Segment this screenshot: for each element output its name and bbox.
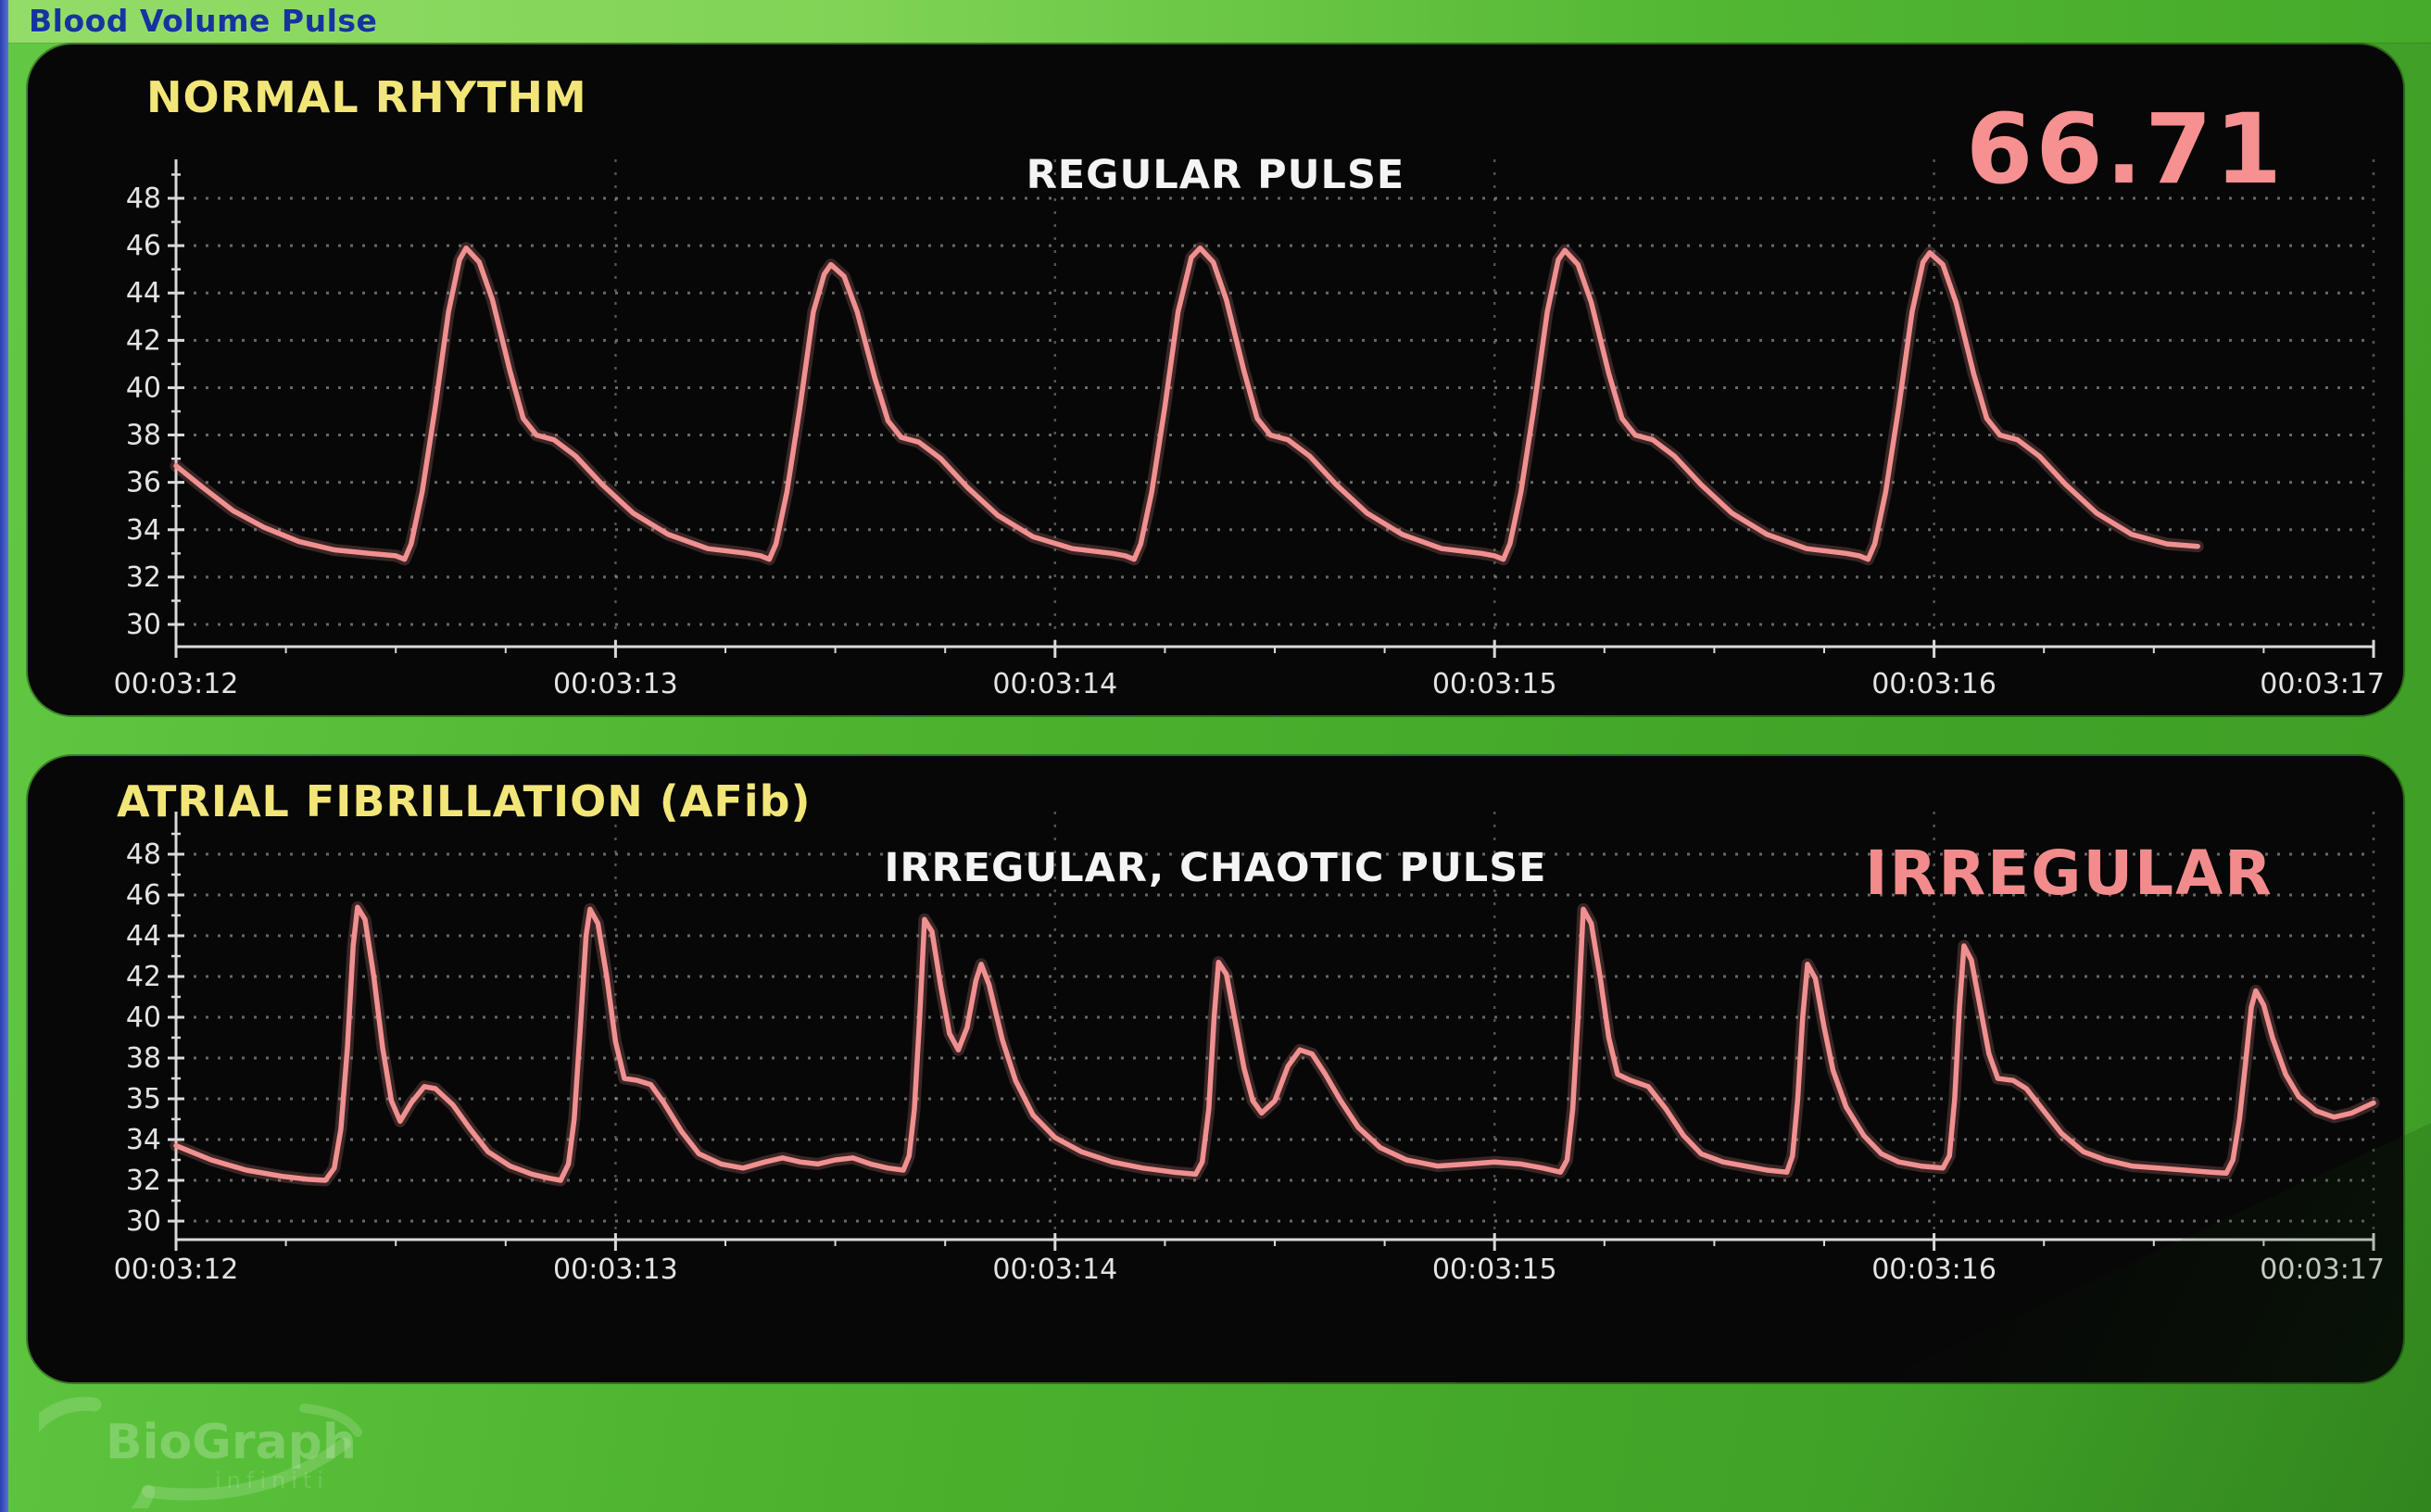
annotation-regular-pulse: REGULAR PULSE	[1026, 152, 1405, 198]
panel-normal-rhythm: 48 46 44 42 40 38 36 34 32 30 00:03:12 00:03:13 00:0…	[28, 44, 2403, 715]
x-tick-label: 00:03:17	[2260, 1254, 2385, 1286]
irregular-status-label: IRREGULAR	[1864, 838, 2274, 909]
y-tick-label: 42	[126, 961, 161, 993]
y-tick-label: 42	[126, 324, 161, 357]
y-tick-label: 35	[126, 1083, 161, 1115]
y-tick-label: 34	[126, 514, 161, 547]
waveform-glow	[170, 242, 2204, 566]
y-tick-label: 34	[126, 1124, 161, 1156]
x-tick-label: 00:03:16	[1871, 668, 1996, 700]
x-tick-label: 00:03:12	[114, 1254, 239, 1286]
x-tick-label: 00:03:14	[992, 668, 1117, 700]
y-tick-label: 48	[126, 183, 161, 215]
x-tick-label: 00:03:15	[1432, 1254, 1557, 1286]
logo-sub-text: infiniti	[215, 1468, 329, 1493]
x-tick-label: 00:03:13	[553, 668, 678, 700]
y-tick-label: 36	[126, 467, 161, 499]
y-tick-label: 40	[126, 1002, 161, 1034]
y-tick-label: 38	[126, 420, 161, 452]
page-title: Blood Volume Pulse	[29, 3, 378, 39]
waveform-path	[173, 245, 2200, 562]
waveform-path	[173, 904, 2376, 1183]
chart-canvas-normal-rhythm: 48 46 44 42 40 38 36 34 32 30 00:03:12 00:03:13 00:0…	[114, 159, 2385, 700]
waveform-glow	[170, 901, 2380, 1187]
x-tick-label: 00:03:15	[1432, 668, 1557, 700]
y-tick-label: 46	[126, 230, 161, 262]
y-tick-label: 44	[126, 277, 161, 309]
left-edge-accent	[0, 0, 8, 1512]
heart-rate-value: 66.71	[1966, 93, 2285, 206]
y-tick-label: 44	[126, 920, 161, 952]
y-tick-label: 30	[126, 609, 161, 641]
x-tick-label: 00:03:13	[553, 1254, 678, 1286]
biograph-logo: BioGraph infiniti	[11, 1388, 409, 1512]
y-tick-label: 32	[126, 1165, 161, 1197]
chart-title-afib: ATRIAL FIBRILLATION (AFib)	[117, 776, 812, 826]
y-tick-label: 46	[126, 879, 161, 912]
y-tick-label: 32	[126, 561, 161, 594]
chart-canvas-afib: 48 46 44 42 40 38 35 34 32 30 00:03:12 00:03:13 00:0…	[114, 812, 2385, 1286]
annotation-chaotic-pulse: IRREGULAR, CHAOTIC PULSE	[884, 845, 1547, 891]
logo-brand-text: BioGraph	[106, 1415, 357, 1470]
y-tick-label: 30	[126, 1205, 161, 1238]
panel-atrial-fibrillation: 48 46 44 42 40 38 35 34 32 30 00:03:12 00:03:13 00:0…	[28, 756, 2403, 1382]
x-tick-label: 00:03:12	[114, 668, 239, 700]
x-tick-label: 00:03:16	[1871, 1254, 1996, 1286]
chart-title-normal-rhythm: NORMAL RHYTHM	[146, 72, 587, 122]
y-tick-label: 38	[126, 1042, 161, 1075]
header-strip: Blood Volume Pulse	[8, 0, 2431, 44]
x-tick-label: 00:03:14	[992, 1254, 1117, 1286]
y-tick-label: 40	[126, 372, 161, 404]
y-tick-label: 48	[126, 838, 161, 871]
x-tick-label: 00:03:17	[2260, 668, 2385, 700]
